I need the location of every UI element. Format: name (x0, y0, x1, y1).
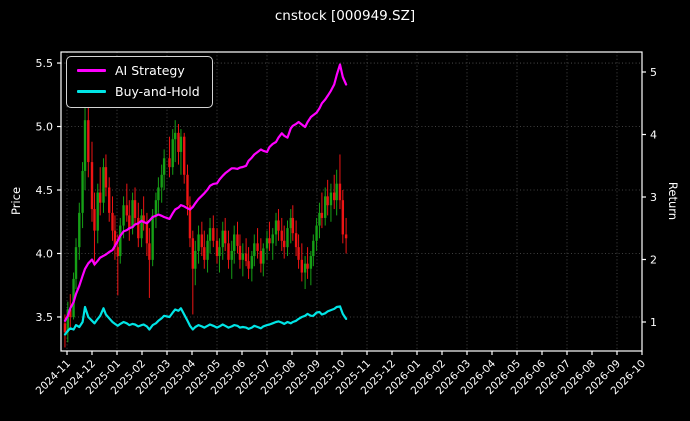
svg-text:5: 5 (650, 66, 657, 79)
legend-item-buy-and-hold: Buy-and-Hold (77, 83, 200, 99)
legend-item-ai-strategy: AI Strategy (77, 64, 200, 78)
svg-text:2: 2 (650, 254, 657, 267)
svg-text:5.5: 5.5 (36, 57, 54, 70)
svg-text:3.5: 3.5 (36, 311, 54, 324)
series-ai-strategy (63, 63, 348, 322)
svg-text:4.5: 4.5 (36, 184, 54, 197)
series-buy-and-hold (63, 305, 348, 336)
legend-label: Buy-and-Hold (115, 83, 200, 99)
legend: AI Strategy Buy-and-Hold (66, 56, 213, 108)
svg-text:3: 3 (650, 191, 657, 204)
svg-text:4: 4 (650, 129, 657, 142)
buy-and-hold-line-swatch (77, 90, 106, 94)
chart-title: cnstock [000949.SZ] (274, 8, 416, 24)
svg-text:4.0: 4.0 (36, 247, 54, 260)
ai-strategy-line-swatch (77, 69, 106, 73)
series-lines (63, 63, 348, 336)
gridlines (61, 52, 642, 351)
legend-label: AI Strategy (115, 63, 185, 78)
candles (63, 101, 348, 348)
svg-text:5.0: 5.0 (36, 121, 54, 134)
svg-text:1: 1 (650, 316, 657, 329)
